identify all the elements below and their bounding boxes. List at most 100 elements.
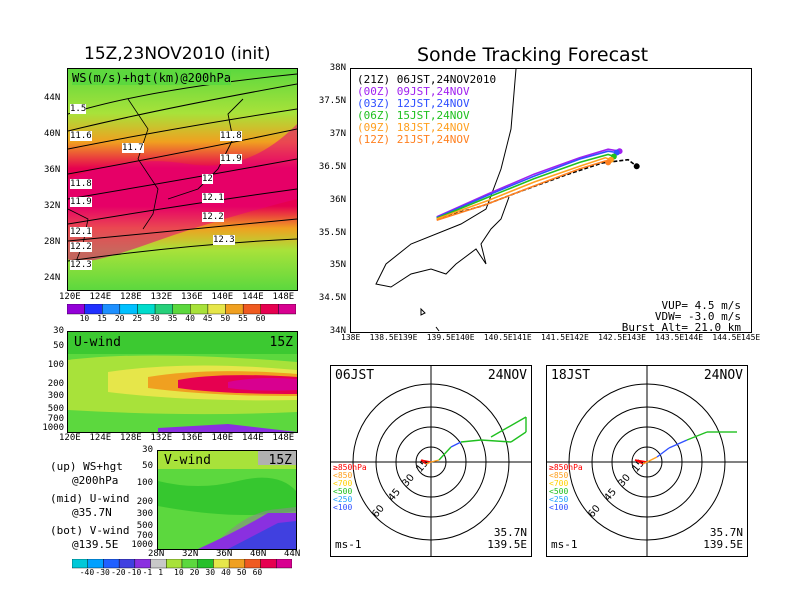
colorbar-segment [102,304,121,315]
lon-tick: 140E [211,292,234,302]
lat-tick: 34.5N [318,293,346,304]
hodo-ring-label: 30 [616,472,633,489]
pressure-tick: 300 [47,391,64,401]
u-wind-time: 15Z [269,335,293,350]
colorbar-segment [72,559,88,569]
colorbar-tick: 15 [97,314,107,323]
hodo-ring-label: 30 [400,472,417,489]
colorbar-tick: -20 [111,568,126,577]
hodo-lon: 139.5E [487,538,527,551]
hodo-segment [438,446,452,461]
colorbar-tick: 20 [189,568,200,577]
colorbar-tick: 20 [114,314,125,323]
colorbar-tick: 50 [236,568,247,577]
colorbar-segment [197,559,214,569]
colorbar-tick: 60 [255,314,266,323]
colorbar-tick: -1 [142,568,153,577]
colorbar-tick: -40 [79,568,95,577]
pressure-tick: 1000 [42,423,64,433]
lat-tick: 28N [148,549,165,559]
lon-tick: 132E [150,433,173,443]
colorbar-tick: 35 [167,314,178,323]
hodo-segment [668,439,688,449]
colorbar-tick: 40 [221,568,231,577]
lon-tick: 139E [398,333,418,342]
lat-tick: 38N [329,63,346,73]
contour-label: 11.8 [220,131,242,141]
landing-point [633,163,640,170]
v-wind-svg [158,451,296,549]
colorbar-tick: 30 [205,568,216,577]
hodo-time: 06JST [335,368,375,383]
pressure-tick: 100 [47,360,64,370]
contour-label: 11.8 [70,179,92,189]
pressure-tick: 30 [142,445,153,455]
ws-map: WS(m/s)+hgt(km)@200hPa 1.5 11.6 11.7 11.8 11… [67,68,298,291]
pressure-tick: 1000 [131,540,153,550]
lat-tick: 32N [182,549,199,559]
lon-tick: 141E [512,333,532,342]
contour-label: 12.1 [70,227,92,237]
contour-label: 11.9 [220,154,242,164]
hodo-level-label: <850 [549,471,568,480]
launch-legend-entry: (03Z) 12JST,24NOV [357,97,470,110]
hodo-segment [490,416,527,438]
colorbar-segment [134,559,151,569]
hodo-ring-label: 60 [370,503,387,520]
lat-tick: 36N [44,165,61,175]
lat-tick: 37.5N [318,95,346,106]
hodo-segment [646,456,658,463]
lon-tick: 141.5E [540,333,570,342]
colorbar-segment [166,559,183,569]
legend-up-2: @200hPa [72,474,119,487]
lon-tick: 143.5E [655,333,685,342]
ws-colorbar [67,304,296,315]
lat-tick: 40N [44,129,61,139]
lat-tick: 24N [44,273,61,283]
hodo-date: 24NOV [487,368,527,383]
hodo-segment [420,459,427,465]
colorbar-tick: 60 [252,568,263,577]
legend-mid-1: (mid) U-wind [50,492,130,505]
lon-tick: 120E [59,433,81,443]
hodo-segment [642,461,648,465]
colorbar-segment [118,559,136,569]
launch-legend-entry: (06Z) 15JST,24NOV [357,109,470,122]
lat-tick: 44N [44,93,61,103]
launch-legend-entry: (09Z) 18JST,24NOV [357,121,470,134]
hodo-level-label: ≥850hPa [549,463,583,472]
hodo-level-label: <500 [333,487,352,496]
colorbar-tick: -10 [126,568,142,577]
colorbar-tick: 40 [185,314,195,323]
launch-legend-entry: (12Z) 21JST,24NOV [357,133,470,146]
burst-text: Burst Alt= 21.0 km [621,321,741,333]
colorbar-segment [67,304,85,315]
contour-label: 12.3 [213,235,235,245]
pressure-tick: 500 [136,521,153,531]
colorbar-tick: 10 [79,314,90,323]
hodo-level-label: <700 [549,479,568,488]
lon-tick: 148E [272,433,295,443]
colorbar-segment [213,559,230,569]
map-title: 15Z,23NOV2010 (init) [84,44,271,64]
colorbar-segment [150,559,167,569]
hodo-segment [480,439,512,443]
pressure-tick: 700 [47,414,64,424]
hodograph-06jst: 15 30 45 60 ≥850hPa <850 <700 <500 <250 <100 06JS… [330,365,532,557]
pressure-tick: 50 [53,341,64,351]
vdw-text: VDW= -3.0 m/s [654,310,741,323]
colorbar-tick: 1 [158,568,164,577]
contour-label: 11.7 [122,143,144,153]
lon-tick: 140.5E [483,333,513,342]
contour-label: 12.3 [70,260,92,270]
hodo-level-label: <700 [333,479,352,488]
colorbar-segment [207,304,226,315]
pressure-tick: 700 [136,531,153,541]
colorbar-segment [244,559,261,569]
contour-label: 11.9 [70,197,92,207]
pressure-tick: 500 [47,404,64,414]
hodo-lat: 35.7N [709,526,743,539]
hodo-time: 18JST [551,368,591,383]
track-line [436,158,638,220]
